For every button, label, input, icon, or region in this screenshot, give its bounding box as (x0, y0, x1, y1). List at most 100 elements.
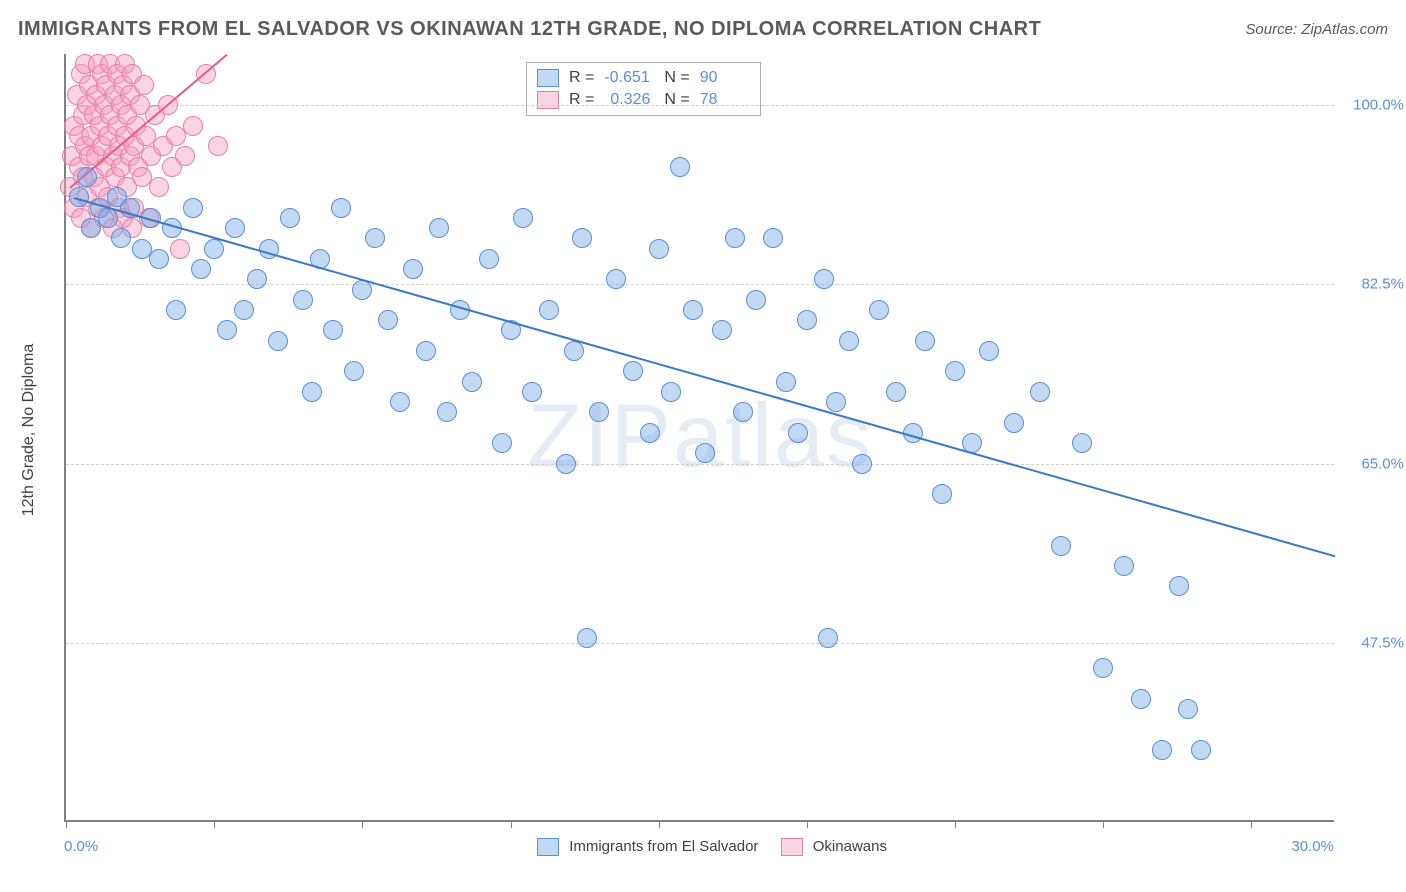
data-point-blue (797, 310, 817, 330)
stats-legend: R = -0.651 N = 90 R = 0.326 N = 78 (526, 62, 761, 116)
x-tick (807, 820, 808, 828)
bottom-legend: Immigrants from El Salvador Okinawans (0, 838, 1406, 856)
data-point-blue (661, 382, 681, 402)
data-point-blue (429, 218, 449, 238)
data-point-blue (234, 300, 254, 320)
x-tick (66, 820, 67, 828)
data-point-blue (492, 433, 512, 453)
data-point-blue (268, 331, 288, 351)
data-point-blue (564, 341, 584, 361)
stats-row-pink: R = 0.326 N = 78 (537, 89, 750, 111)
data-point-blue (437, 402, 457, 422)
data-point-blue (1004, 413, 1024, 433)
data-point-pink (183, 116, 203, 136)
watermark: ZIPatlas (527, 386, 873, 489)
data-point-blue (932, 484, 952, 504)
trend-line-blue (74, 197, 1336, 557)
data-point-blue (331, 198, 351, 218)
swatch-blue-icon (537, 838, 559, 856)
data-point-blue (814, 269, 834, 289)
data-point-blue (979, 341, 999, 361)
data-point-blue (111, 228, 131, 248)
data-point-blue (204, 239, 224, 259)
x-tick (955, 820, 956, 828)
data-point-blue (695, 443, 715, 463)
x-tick (214, 820, 215, 828)
data-point-blue (1131, 689, 1151, 709)
y-tick-label: 100.0% (1344, 97, 1404, 114)
data-point-blue (826, 392, 846, 412)
data-point-blue (915, 331, 935, 351)
data-point-blue (606, 269, 626, 289)
x-tick (1251, 820, 1252, 828)
data-point-blue (683, 300, 703, 320)
data-point-blue (839, 331, 859, 351)
y-tick-label: 82.5% (1344, 276, 1404, 293)
data-point-blue (640, 423, 660, 443)
data-point-blue (763, 228, 783, 248)
data-point-blue (623, 361, 643, 381)
y-tick-label: 47.5% (1344, 634, 1404, 651)
data-point-blue (589, 402, 609, 422)
data-point-blue (818, 628, 838, 648)
data-point-blue (670, 157, 690, 177)
data-point-blue (886, 382, 906, 402)
data-point-blue (649, 239, 669, 259)
data-point-blue (1191, 740, 1211, 760)
data-point-pink (134, 75, 154, 95)
data-point-blue (166, 300, 186, 320)
data-point-blue (522, 382, 542, 402)
data-point-pink (208, 136, 228, 156)
data-point-blue (852, 454, 872, 474)
r-label: R = (569, 69, 594, 87)
r-value-blue: -0.651 (604, 69, 654, 87)
data-point-blue (191, 259, 211, 279)
gridline-h (66, 464, 1334, 465)
data-point-blue (513, 208, 533, 228)
chart-header: IMMIGRANTS FROM EL SALVADOR VS OKINAWAN … (18, 18, 1388, 41)
swatch-pink-icon (781, 838, 803, 856)
data-point-blue (1093, 658, 1113, 678)
data-point-blue (149, 249, 169, 269)
data-point-blue (217, 320, 237, 340)
n-label: N = (664, 69, 689, 87)
source-attribution: Source: ZipAtlas.com (1245, 21, 1388, 38)
data-point-blue (733, 402, 753, 422)
scatter-plot-area: ZIPatlas R = -0.651 N = 90 R = 0.326 N =… (64, 54, 1334, 822)
data-point-blue (1178, 699, 1198, 719)
swatch-pink-icon (537, 91, 559, 109)
data-point-blue (225, 218, 245, 238)
data-point-blue (746, 290, 766, 310)
data-point-blue (183, 198, 203, 218)
y-tick-label: 65.0% (1344, 455, 1404, 472)
stats-row-blue: R = -0.651 N = 90 (537, 67, 750, 89)
chart-title: IMMIGRANTS FROM EL SALVADOR VS OKINAWAN … (18, 18, 1041, 41)
data-point-blue (572, 228, 592, 248)
source-prefix: Source: (1245, 21, 1301, 38)
data-point-blue (247, 269, 267, 289)
data-point-blue (344, 361, 364, 381)
data-point-blue (1114, 556, 1134, 576)
data-point-blue (378, 310, 398, 330)
r-value-pink: 0.326 (604, 91, 654, 109)
x-tick (659, 820, 660, 828)
data-point-blue (556, 454, 576, 474)
data-point-blue (577, 628, 597, 648)
n-value-blue: 90 (700, 69, 750, 87)
data-point-blue (539, 300, 559, 320)
data-point-blue (1072, 433, 1092, 453)
data-point-blue (462, 372, 482, 392)
data-point-pink (175, 146, 195, 166)
data-point-blue (725, 228, 745, 248)
data-point-blue (365, 228, 385, 248)
gridline-h (66, 643, 1334, 644)
data-point-pink (149, 177, 169, 197)
data-point-blue (323, 320, 343, 340)
data-point-blue (416, 341, 436, 361)
x-tick (511, 820, 512, 828)
gridline-h (66, 105, 1334, 106)
n-value-pink: 78 (700, 91, 750, 109)
x-tick (1103, 820, 1104, 828)
legend-label-blue: Immigrants from El Salvador (569, 838, 758, 855)
data-point-blue (776, 372, 796, 392)
